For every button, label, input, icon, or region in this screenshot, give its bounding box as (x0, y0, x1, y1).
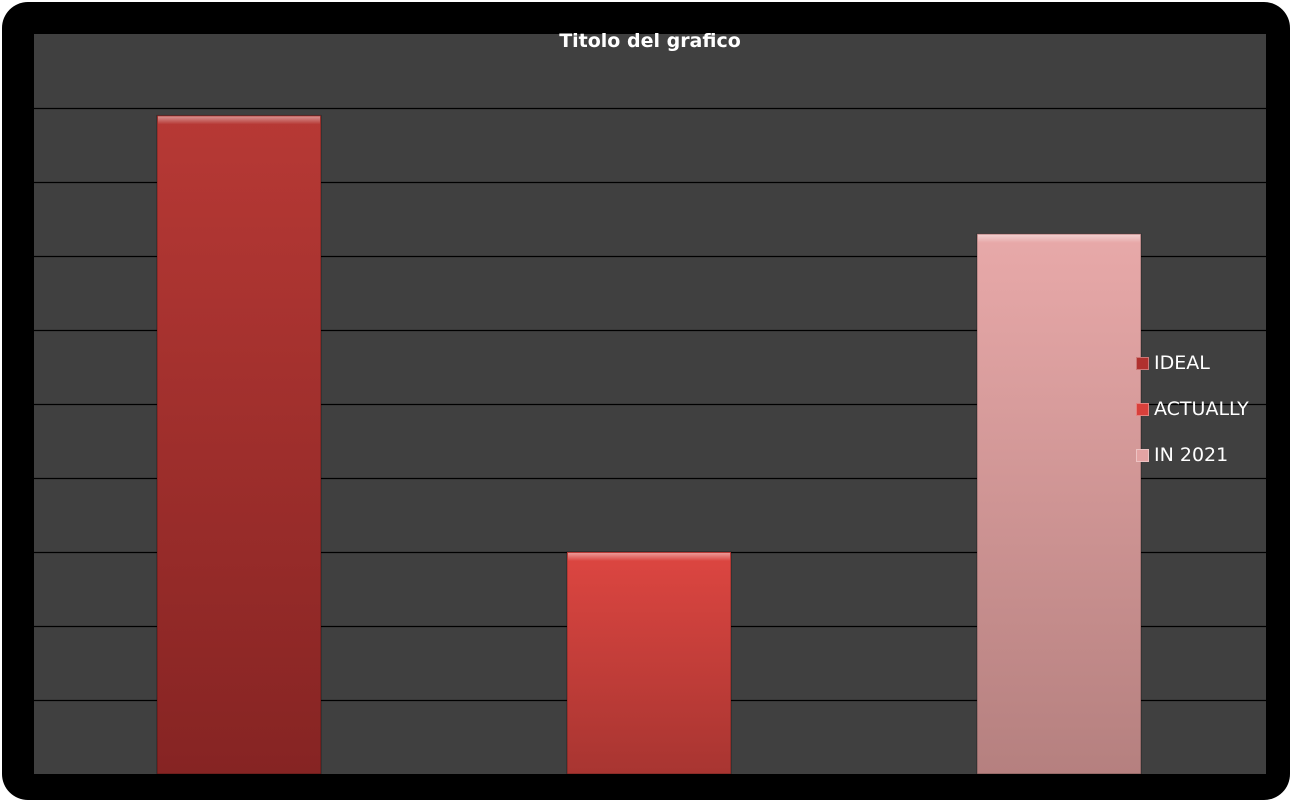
chart-title: Titolo del grafico (559, 30, 741, 52)
bar-highlight-actually (568, 553, 730, 561)
legend-label-ideal: IDEAL (1154, 352, 1210, 374)
legend-label-actually: ACTUALLY (1154, 398, 1249, 420)
legend-swatch-ideal (1136, 356, 1149, 370)
bar-ideal (156, 114, 322, 775)
bar-highlight-in-2021 (978, 234, 1140, 243)
legend: IDEAL ACTUALLY IN 2021 (1136, 340, 1286, 478)
legend-label-in-2021: IN 2021 (1154, 444, 1229, 466)
bar-highlight-ideal (158, 116, 320, 125)
legend-item-ideal: IDEAL (1136, 340, 1286, 386)
legend-swatch-in-2021 (1136, 448, 1149, 462)
legend-item-actually: ACTUALLY (1136, 386, 1286, 432)
bars (156, 114, 1142, 775)
legend-item-in-2021: IN 2021 (1136, 432, 1286, 478)
bar-actually (566, 551, 732, 775)
bar-in-2021 (976, 233, 1142, 775)
legend-swatch-actually (1136, 402, 1149, 416)
